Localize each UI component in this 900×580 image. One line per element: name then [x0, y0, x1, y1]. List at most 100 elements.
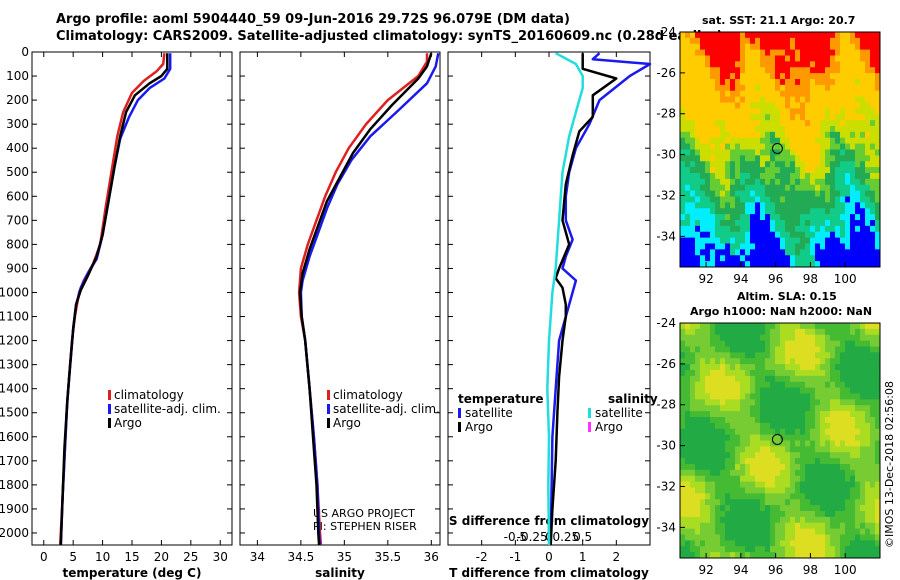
map-cell — [730, 237, 736, 244]
map-cell — [795, 237, 801, 244]
map-cell — [715, 528, 721, 535]
map-cell — [685, 505, 691, 512]
map-cell — [775, 511, 781, 518]
map-cell — [845, 364, 851, 371]
map-cell — [830, 108, 836, 115]
map-cell — [830, 375, 836, 383]
map-cell — [875, 32, 881, 39]
map-cell — [860, 434, 866, 441]
map-cell — [730, 387, 736, 394]
map-cell — [785, 417, 791, 424]
map-cell — [760, 220, 766, 227]
map-cell — [875, 43, 881, 51]
map-cell — [765, 516, 771, 524]
map-cell — [790, 149, 796, 156]
map-cell — [870, 225, 876, 233]
map-cell — [740, 323, 746, 330]
map-cell — [835, 370, 841, 377]
map-cell — [865, 126, 871, 133]
map-cell — [875, 334, 881, 342]
map-cell — [860, 352, 866, 359]
map-cell — [810, 334, 816, 342]
map-cell — [845, 225, 851, 233]
map-cell — [740, 102, 746, 109]
map-cell — [810, 149, 816, 156]
map-cell — [860, 375, 866, 383]
map-cell — [850, 84, 856, 92]
map-cell — [725, 214, 731, 221]
map-cell — [770, 393, 776, 400]
map-cell — [705, 475, 711, 483]
map-cell — [705, 511, 711, 518]
map-cell — [720, 114, 726, 121]
map-cell — [855, 511, 861, 518]
map-cell — [730, 434, 736, 441]
map-cell — [690, 334, 696, 342]
map-cell — [865, 137, 871, 145]
map-cell — [830, 381, 836, 389]
map-cell — [745, 534, 751, 541]
map-cell — [690, 340, 696, 347]
map-cell — [690, 546, 696, 553]
map-cell — [855, 167, 861, 174]
map-cell — [765, 546, 771, 553]
map-cell — [720, 469, 726, 477]
map-cell — [735, 387, 741, 394]
map-cell — [800, 328, 806, 336]
map-cell — [835, 434, 841, 441]
map-cell — [775, 90, 781, 98]
map-cell — [685, 49, 691, 56]
map-cell — [785, 49, 791, 56]
map-cell — [845, 32, 851, 39]
map-cell — [855, 505, 861, 512]
map-cell — [745, 255, 751, 262]
map-cell — [735, 137, 741, 145]
map-cell — [830, 481, 836, 488]
map-cell — [780, 84, 786, 92]
map-cell — [710, 137, 716, 145]
map-cell — [870, 499, 876, 506]
map-cell — [705, 167, 711, 174]
map-cell — [735, 528, 741, 535]
map-cell — [725, 49, 731, 56]
map-cell — [730, 499, 736, 506]
map-cell — [750, 161, 756, 168]
map-cell — [780, 243, 786, 250]
map-cell — [760, 417, 766, 424]
map-cell — [710, 231, 716, 239]
map-cell — [740, 522, 746, 530]
map-cell — [685, 155, 691, 162]
map-cell — [700, 108, 706, 115]
map-cell — [790, 328, 796, 336]
map-cell — [730, 55, 736, 62]
map-cell — [810, 475, 816, 483]
map-cell — [860, 540, 866, 547]
map-cell — [785, 225, 791, 233]
map-cell — [730, 79, 736, 86]
map-cell — [800, 55, 806, 62]
map-cell — [680, 493, 686, 500]
map-cell — [685, 434, 691, 441]
map-cell — [715, 161, 721, 168]
map-cell — [700, 102, 706, 109]
map-cell — [815, 178, 821, 186]
map-cell — [795, 243, 801, 250]
map-cell — [820, 173, 826, 180]
map-cell — [695, 422, 701, 430]
map-cell — [680, 546, 686, 553]
map-cell — [755, 340, 761, 347]
map-cell — [745, 102, 751, 109]
map-cell — [800, 126, 806, 133]
map-cell — [705, 143, 711, 150]
map-cell — [870, 214, 876, 221]
map-cell — [865, 178, 871, 186]
map-cell — [840, 225, 846, 233]
map-cell — [710, 334, 716, 342]
map-cell — [770, 43, 776, 51]
map-cell — [810, 126, 816, 133]
map-cell — [835, 102, 841, 109]
map-cell — [820, 417, 826, 424]
map-cell — [805, 499, 811, 506]
map-cell — [725, 534, 731, 541]
lat-tick-label: -32 — [656, 479, 676, 493]
